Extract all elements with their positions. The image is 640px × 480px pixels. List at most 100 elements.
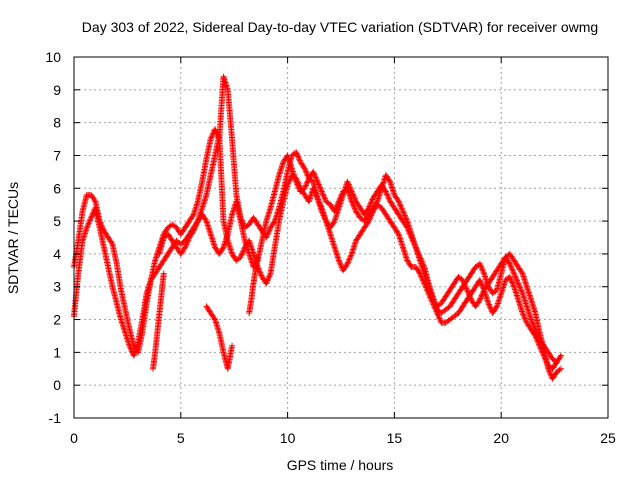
data-point-series-1	[546, 368, 553, 375]
data-point-series-2	[366, 215, 373, 222]
data-point-series-2	[540, 352, 547, 359]
chart-title: Day 303 of 2022, Sidereal Day-to-day VTE…	[82, 19, 598, 35]
data-point-series-1	[321, 194, 328, 201]
data-point-series-1	[295, 154, 302, 161]
data-point-series-2	[368, 211, 375, 218]
data-point-series-2	[266, 273, 273, 280]
data-point-series-2	[493, 304, 500, 311]
data-point-series-3	[347, 185, 354, 192]
data-point-series-3	[364, 206, 371, 213]
data-point-series-2	[478, 281, 485, 288]
data-point-series-3	[410, 240, 417, 247]
data-points	[71, 73, 565, 382]
data-point-series-3	[302, 182, 309, 189]
data-point-series-2	[520, 311, 527, 318]
data-point-series-3	[182, 242, 189, 249]
data-point-series-3	[184, 238, 191, 245]
data-point-series-3	[183, 240, 190, 247]
data-point-series-3	[383, 189, 390, 196]
data-point-series-1	[397, 202, 404, 209]
data-point-series-3	[477, 295, 484, 302]
data-point-series-2	[258, 272, 265, 279]
data-point-series-3	[344, 178, 351, 185]
y-tick-label: 8	[53, 115, 61, 131]
data-point-series-3	[516, 283, 523, 290]
data-point-series-1	[319, 191, 326, 198]
data-point-series-3	[511, 272, 518, 279]
data-point-series-3	[369, 196, 376, 203]
data-point-series-2	[266, 272, 273, 279]
data-point-series-3	[293, 180, 300, 187]
data-point-series-3	[352, 196, 359, 203]
data-point-series-2	[263, 279, 270, 286]
data-point-series-1	[301, 165, 308, 172]
data-point-series-2	[337, 260, 344, 267]
data-point-series-1	[395, 198, 402, 205]
data-point-series-2	[127, 345, 134, 352]
data-point-series-3	[302, 183, 309, 190]
data-point-series-3	[507, 263, 514, 270]
data-point-series-1	[398, 204, 405, 211]
data-point-series-1	[310, 170, 317, 177]
data-point-series-3	[351, 195, 358, 202]
data-point-series-1	[556, 366, 563, 373]
data-point-series-1	[313, 175, 320, 182]
data-point-series-2	[437, 317, 444, 324]
x-tick-label: 25	[600, 430, 616, 446]
data-point-series-3	[529, 320, 536, 327]
y-tick-label: 0	[53, 377, 61, 393]
data-point-series-3	[301, 185, 308, 192]
data-point-series-3	[509, 266, 516, 273]
data-point-series-2	[127, 344, 134, 351]
data-point-series-2	[477, 278, 484, 285]
data-point-series-1	[321, 195, 328, 202]
data-point-series-3	[515, 280, 522, 287]
data-point-series-3	[409, 235, 416, 242]
data-point-series-3	[385, 194, 392, 201]
data-point-series-1	[400, 209, 407, 216]
data-point-series-1	[303, 169, 310, 176]
data-point-series-1	[352, 206, 359, 213]
data-point-series-2	[345, 257, 352, 264]
data-point-series-3	[460, 278, 467, 285]
data-point-series-1	[318, 187, 325, 194]
data-point-series-2	[126, 342, 133, 349]
data-point-series-2	[432, 307, 439, 314]
x-tick-label: 0	[70, 430, 78, 446]
data-point-series-3	[463, 285, 470, 292]
data-point-series-2	[346, 256, 353, 263]
data-point-series-3	[464, 288, 471, 295]
data-point-series-1	[478, 263, 485, 270]
data-point-series-1	[558, 365, 565, 372]
data-point-series-2	[348, 252, 355, 259]
data-point-series-2	[346, 255, 353, 262]
data-point-series-2	[265, 274, 272, 281]
data-point-series-2	[476, 277, 483, 284]
data-point-series-1	[108, 239, 115, 246]
data-point-series-1	[396, 201, 403, 208]
data-point-series-1	[547, 369, 554, 376]
data-point-series-3	[465, 291, 472, 298]
data-point-series-2	[264, 277, 271, 284]
data-point-series-2	[287, 176, 294, 183]
data-point-series-3	[407, 231, 414, 238]
data-point-series-3	[479, 289, 486, 296]
data-point-series-3	[304, 179, 311, 186]
data-point-series-3	[368, 199, 375, 206]
data-point-series-3	[461, 281, 468, 288]
data-point-series-3	[479, 291, 486, 298]
data-point-series-3	[185, 237, 192, 244]
data-point-series-1	[394, 197, 401, 204]
data-point-series-2	[542, 355, 549, 362]
data-point-series-3	[194, 219, 201, 226]
data-point-series-3	[295, 184, 302, 191]
data-point-series-1	[319, 189, 326, 196]
data-point-series-3	[348, 187, 355, 194]
data-point-series-1	[312, 174, 319, 181]
data-point-series-3	[532, 327, 539, 334]
data-point-series-1	[350, 202, 357, 209]
data-point-series-2	[486, 302, 493, 309]
data-point-series-2	[507, 276, 514, 283]
